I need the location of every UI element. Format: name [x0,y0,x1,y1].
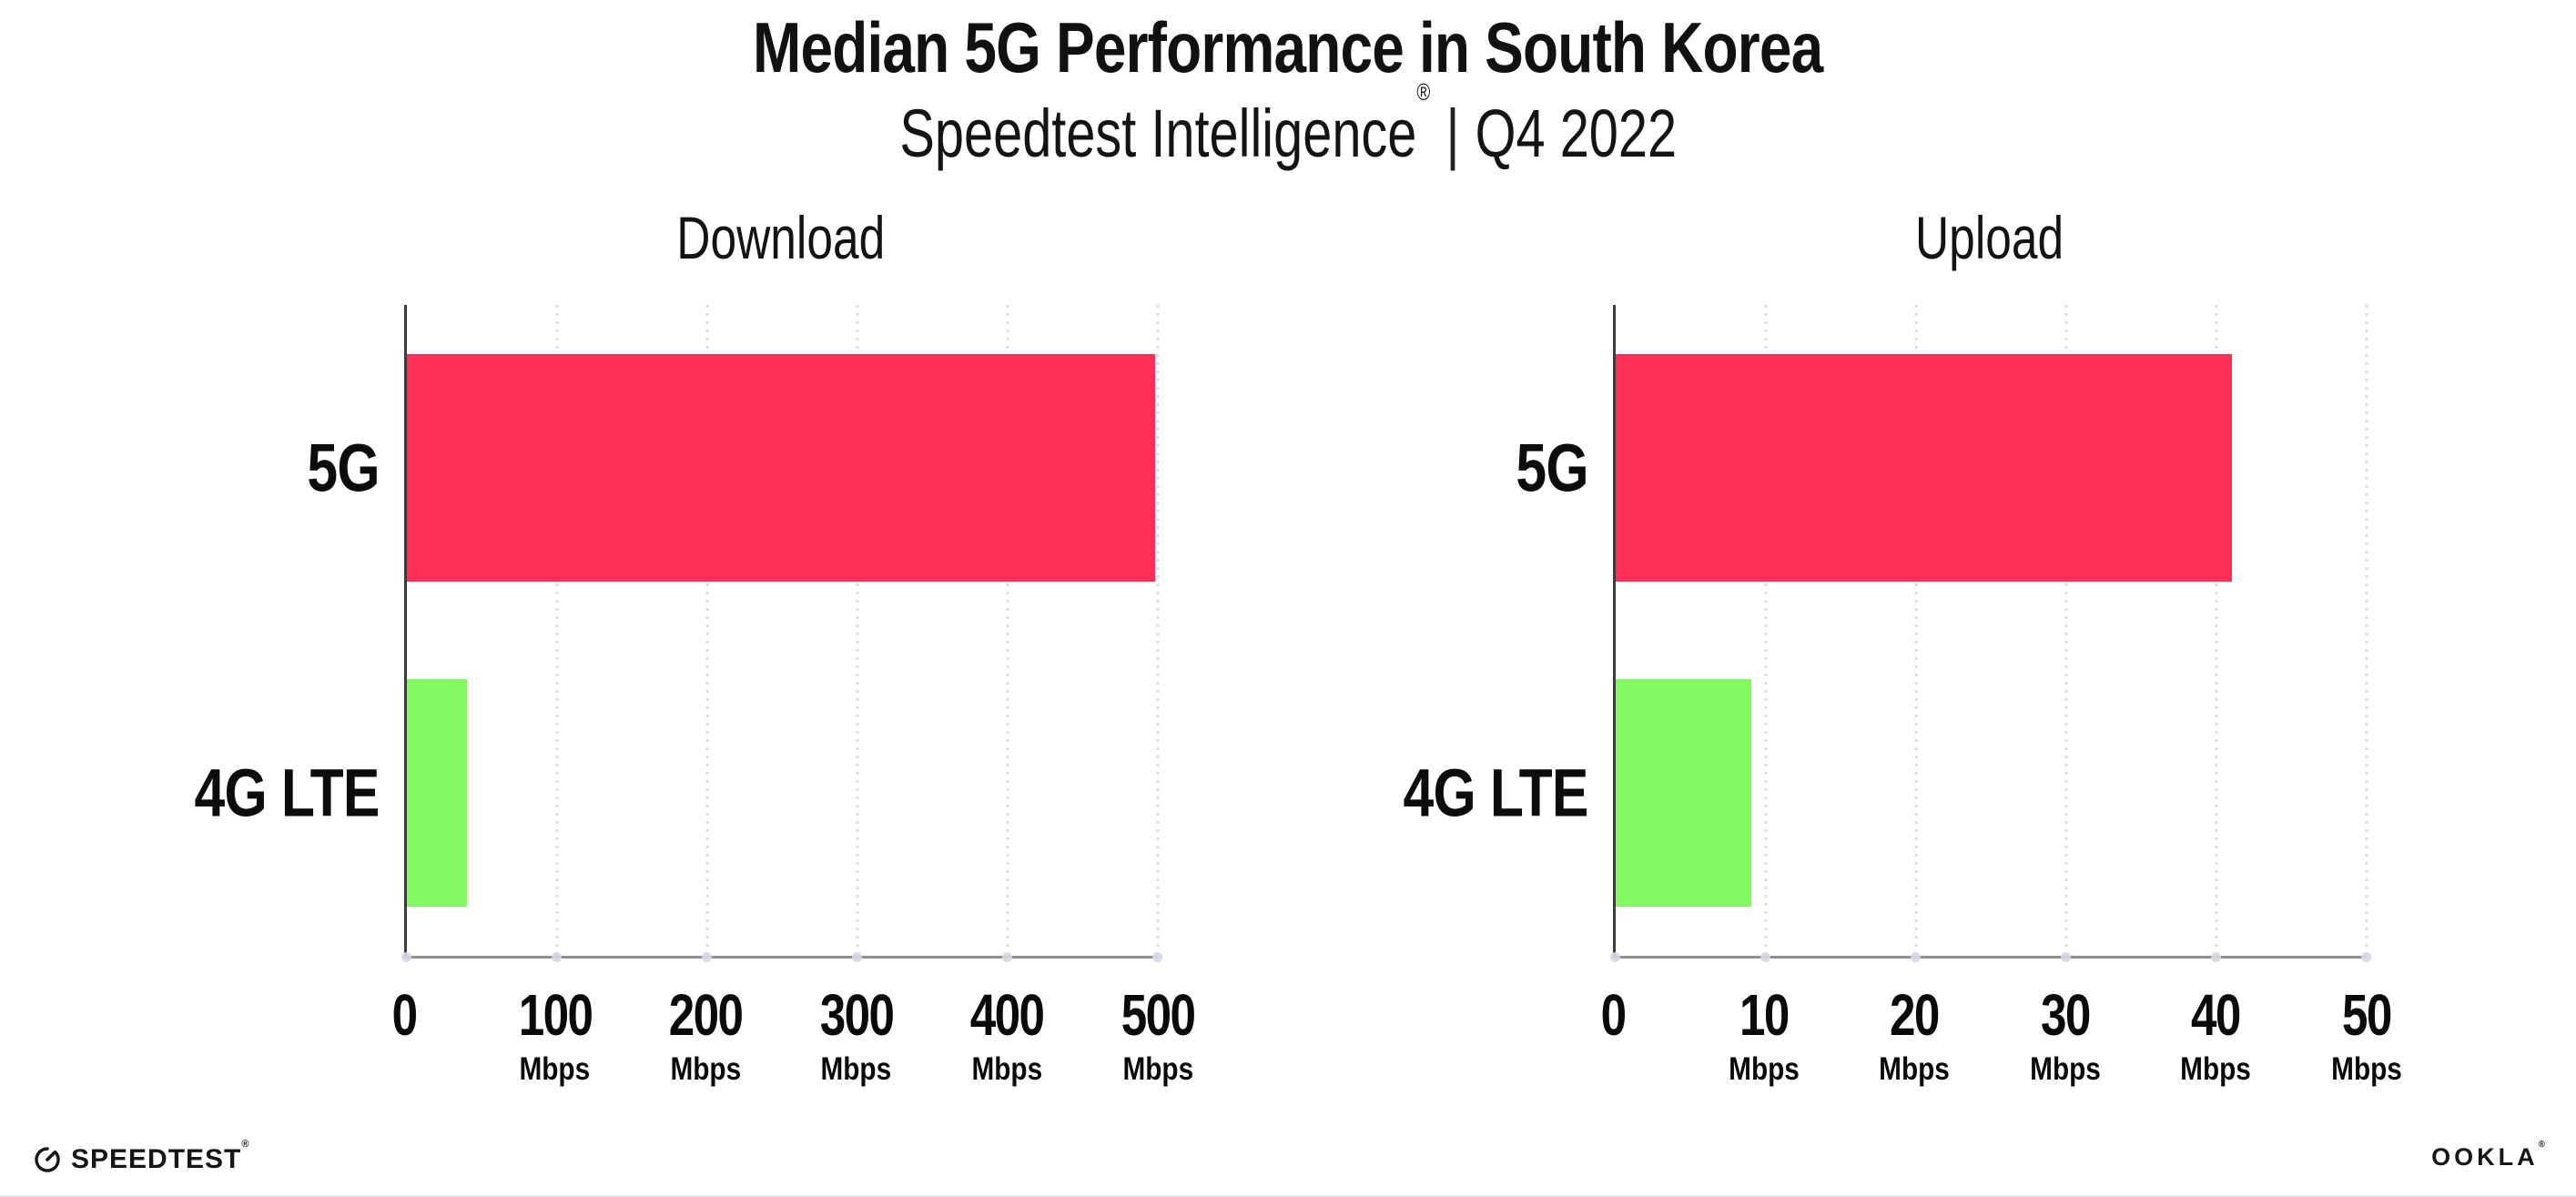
registered-trademark-icon: ® [1416,78,1431,107]
x-tick-300: 300 Mbps [810,986,902,1085]
y-category-label-4g-lte: 4G LTE [195,755,380,831]
y-category-label-5g: 5G [1516,430,1589,506]
bar-5g [1616,353,2232,582]
x-tick-unit: Mbps [519,1051,591,1087]
subtitle-brand: Speedtest Intelligence [899,95,1417,171]
gridline-30 [2064,305,2068,956]
chart-title-upload: Upload [1915,204,2064,271]
x-tick-unit: Mbps [2180,1051,2252,1087]
subtitle-text: Speedtest Intelligence® | Q4 2022 [899,80,1677,171]
x-tick-unit: Mbps [1122,1051,1193,1087]
x-tick-20: 20 Mbps [1872,986,1955,1085]
chart-download: Download 5G 4G LTE 0 100 Mbps 200 Mbps 300 Mbps… [195,204,1196,1085]
page-title-text: Median 5G Performance in South Korea [753,7,1823,87]
axis-tick-dot [852,952,862,962]
x-tick-0: 0 [1597,986,1628,1044]
axis-tick-dot [552,952,562,962]
axis-tick-dot [401,952,411,962]
x-tick-value: 40 [2191,982,2242,1048]
x-tick-100: 100 Mbps [509,986,601,1085]
axis-tick-dot [2361,952,2371,962]
axis-tick-dot [702,952,712,962]
bar-4g-lte [407,679,467,908]
x-tick-30: 30 Mbps [2023,986,2106,1085]
gridline-500 [1156,305,1160,956]
gridline-50 [2365,305,2368,956]
speedtest-gauge-icon [35,1147,60,1172]
gridline-400 [1006,305,1009,956]
bar-4g-lte [1616,679,1751,908]
x-tick-value: 100 [518,982,593,1048]
gridline-10 [1764,305,1768,956]
bar-5g [407,353,1155,582]
x-tick-40: 40 Mbps [2175,986,2257,1085]
axis-tick-dot [2211,952,2221,962]
x-tick-unit: Mbps [820,1051,892,1087]
axis-tick-dot [1911,952,1921,962]
x-tick-value: 0 [391,982,418,1048]
y-category-label-5g: 5G [307,430,380,506]
subtitle-separator: | [1445,95,1460,171]
x-tick-unit: Mbps [2331,1051,2402,1087]
axis-tick-dot [2061,952,2071,962]
x-tick-value: 50 [2342,982,2392,1048]
x-tick-value: 30 [2040,982,2091,1048]
x-tick-value: 0 [1600,982,1627,1048]
plot-area-upload: 5G 4G LTE [1404,305,2371,962]
x-axis-ticks-upload: 0 10 Mbps 20 Mbps 30 Mbps 40 Mbps 50 Mbps [1601,986,2402,1122]
x-axis-ticks-download: 0 100 Mbps 200 Mbps 300 Mbps 400 Mbps 500 Mbps [392,986,1196,1122]
x-tick-200: 200 Mbps [660,986,752,1085]
x-tick-500: 500 Mbps [1112,986,1204,1085]
page-subtitle: Speedtest Intelligence® | Q4 2022 [0,80,2576,171]
axis-tick-dot [1002,952,1012,962]
x-tick-10: 10 Mbps [1722,986,1805,1085]
gridline-20 [1914,305,1918,956]
ookla-logo: OOKLA® [2431,1140,2545,1172]
x-tick-value: 200 [668,982,744,1048]
gridline-40 [2215,305,2218,956]
x-tick-unit: Mbps [971,1051,1043,1087]
gridline-100 [555,305,559,956]
axis-tick-dot [1152,952,1162,962]
axis-tick-dot [1610,952,1620,962]
y-category-label-4g-lte: 4G LTE [1404,755,1589,831]
plot-area-download: 5G 4G LTE [195,305,1162,962]
x-tick-value: 400 [970,982,1045,1048]
x-tick-unit: Mbps [1879,1051,1951,1087]
x-tick-value: 500 [1121,982,1196,1048]
x-tick-unit: Mbps [1728,1051,1800,1087]
ookla-wordmark: OOKLA® [2431,1140,2545,1171]
x-tick-50: 50 Mbps [2325,986,2408,1085]
speedtest-logo: SPEEDTEST® [33,1139,250,1175]
speedtest-registered-icon: ® [241,1139,250,1150]
x-tick-value: 300 [819,982,894,1048]
gridline-200 [705,305,709,956]
x-tick-unit: Mbps [2029,1051,2101,1087]
axis-tick-dot [1760,952,1770,962]
speedtest-wordmark: SPEEDTEST® [71,1139,250,1174]
ookla-registered-icon: ® [2538,1140,2545,1150]
page-title: Median 5G Performance in South Korea [0,7,2576,87]
x-tick-0: 0 [389,986,420,1044]
header: Median 5G Performance in South Korea Spe… [0,7,2576,171]
x-tick-value: 10 [1739,982,1790,1048]
x-tick-400: 400 Mbps [961,986,1053,1085]
gridline-300 [856,305,859,956]
bottom-divider [0,1195,2576,1197]
chart-upload: Upload 5G 4G LTE 0 10 Mbps 20 Mbps 30 Mbps 40 Mbp… [1404,204,2402,1085]
x-tick-value: 20 [1890,982,1940,1048]
chart-title-download: Download [676,204,886,271]
x-tick-unit: Mbps [670,1051,742,1087]
subtitle-period: Q4 2022 [1475,95,1677,171]
